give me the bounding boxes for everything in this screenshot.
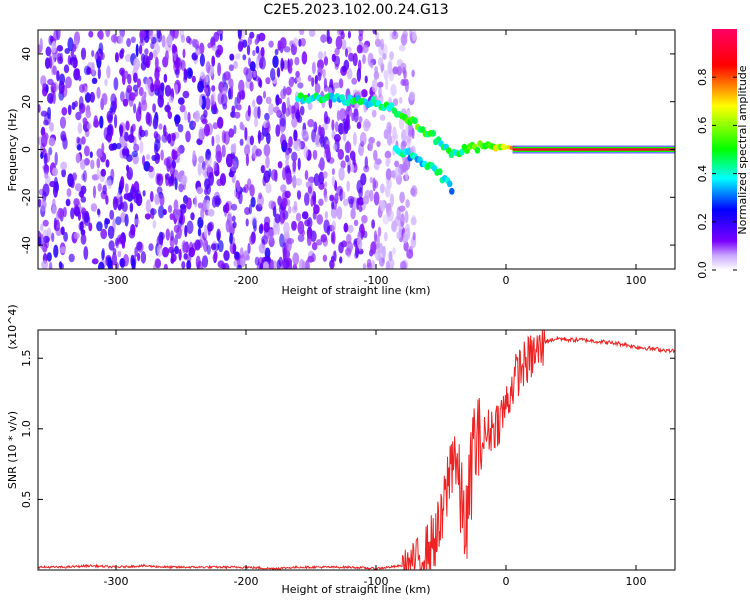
snr-panel: -300 -200 -100 0 100 0.5 1.0 1.5 Height of str… xyxy=(6,304,676,596)
x-tick-label: -200 xyxy=(234,274,259,287)
x-tick-label: 100 xyxy=(626,575,647,588)
top-y-ticks: -40 -20 0 20 40 xyxy=(20,47,675,254)
x-tick-label: -200 xyxy=(234,575,259,588)
carrier-band-core xyxy=(512,148,675,151)
y-tick-label: 0.5 xyxy=(20,491,33,509)
bottom-plot-frame xyxy=(37,329,676,571)
y-tick-label: 1.5 xyxy=(20,349,33,367)
x-tick-label: -100 xyxy=(364,274,389,287)
bottom-x-ticks: -300 -200 -100 0 100 xyxy=(104,330,647,588)
top-x-ticks: -300 -200 -100 0 100 xyxy=(104,30,647,287)
colorbar-tick-label: 0.8 xyxy=(696,68,709,86)
x-tick-label: 0 xyxy=(503,575,510,588)
x-tick-label: -100 xyxy=(364,575,389,588)
y-tick-label: -40 xyxy=(20,236,33,254)
colorbar-label: Normalized spectral amplitude xyxy=(736,65,749,234)
colorbar-tick-label: 0.2 xyxy=(696,213,709,231)
x-tick-label: -300 xyxy=(104,274,129,287)
x-tick-label: 0 xyxy=(503,274,510,287)
top-x-axis-label: Height of straight line (km) xyxy=(281,284,430,297)
snr-series-line xyxy=(38,330,675,570)
bottom-x-axis-label: Height of straight line (km) xyxy=(281,583,430,596)
x-tick-label: -300 xyxy=(104,575,129,588)
y-tick-label: 40 xyxy=(20,47,33,61)
colorbar-gradient xyxy=(712,29,737,270)
colorbar-ticks: 0.0 0.2 0.4 0.6 0.8 xyxy=(696,68,737,279)
heatmap-noise xyxy=(38,30,418,269)
bottom-y-ticks: 0.5 1.0 1.5 xyxy=(20,349,675,508)
bottom-y-axis-label: SNR (10 * v/v) xyxy=(6,411,19,489)
y-tick-label: -20 xyxy=(20,188,33,206)
colorbar: 0.0 0.2 0.4 0.6 0.8 Normalized spectral ampl… xyxy=(696,29,749,279)
bottom-y-multiplier: (x10^4) xyxy=(6,304,19,349)
colorbar-tick-label: 0.6 xyxy=(696,117,709,134)
y-tick-label: 0 xyxy=(20,146,33,153)
top-y-axis-label: Frequency (Hz) xyxy=(6,109,19,192)
x-tick-label: 100 xyxy=(626,274,647,287)
y-tick-label: 20 xyxy=(20,95,33,109)
colorbar-tick-label: 0.0 xyxy=(696,261,709,279)
colorbar-tick-label: 0.4 xyxy=(696,165,709,183)
heatmap-signal xyxy=(295,92,675,195)
chart-title: C2E5.2023.102.00.24.G13 xyxy=(263,2,448,18)
y-tick-label: 1.0 xyxy=(20,420,33,438)
